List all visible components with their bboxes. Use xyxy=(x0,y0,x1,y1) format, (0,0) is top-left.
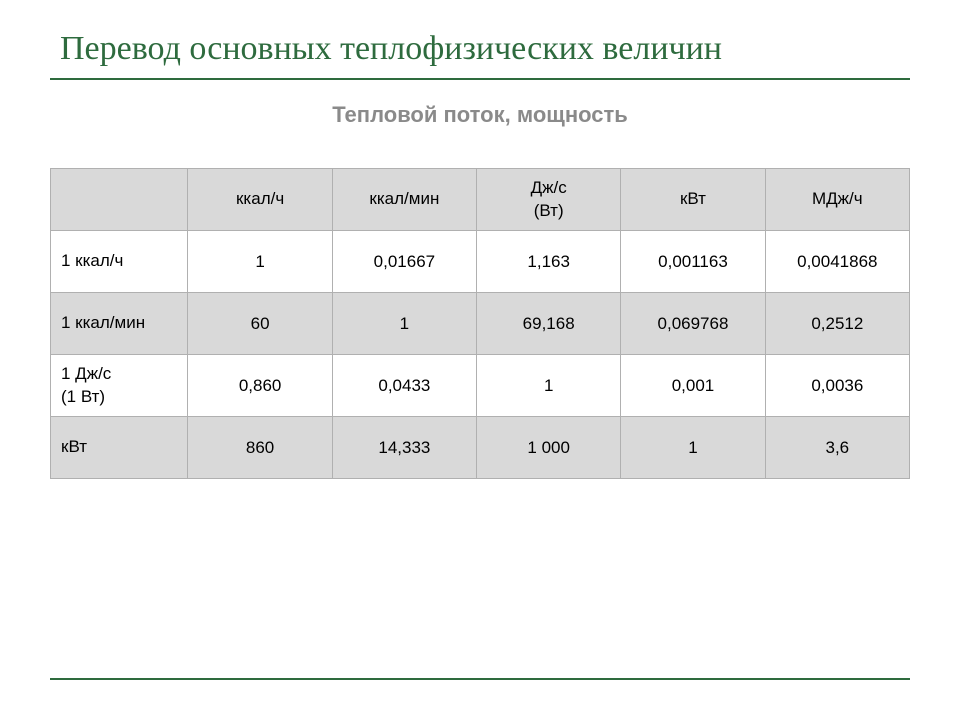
table-cell: 1 xyxy=(621,417,765,479)
title-underline xyxy=(50,78,910,80)
table-cell: 0,0433 xyxy=(332,355,476,417)
table-cell: 1,163 xyxy=(477,231,621,293)
table-cell: 0,01667 xyxy=(332,231,476,293)
table-header: МДж/ч xyxy=(765,169,909,231)
table-cell: 1 xyxy=(477,355,621,417)
table-cell: 1 000 xyxy=(477,417,621,479)
table-row: 1 ккал/мин 60 1 69,168 0,069768 0,2512 xyxy=(51,293,910,355)
table-header-empty xyxy=(51,169,188,231)
table-header: кВт xyxy=(621,169,765,231)
table-cell: 0,001 xyxy=(621,355,765,417)
table-cell: 14,333 xyxy=(332,417,476,479)
page-title: Перевод основных теплофизических величин xyxy=(60,30,910,68)
table-cell: 0,0036 xyxy=(765,355,909,417)
row-label: 1 ккал/мин xyxy=(51,293,188,355)
table-cell: 860 xyxy=(188,417,332,479)
table-header: Дж/с(Вт) xyxy=(477,169,621,231)
table-cell: 1 xyxy=(332,293,476,355)
table-cell: 0,069768 xyxy=(621,293,765,355)
row-label: 1 ккал/ч xyxy=(51,231,188,293)
row-label: 1 Дж/с(1 Вт) xyxy=(51,355,188,417)
table-row: 1 Дж/с(1 Вт) 0,860 0,0433 1 0,001 0,0036 xyxy=(51,355,910,417)
table-cell: 0,2512 xyxy=(765,293,909,355)
table-cell: 3,6 xyxy=(765,417,909,479)
row-label: кВт xyxy=(51,417,188,479)
table-cell: 0,860 xyxy=(188,355,332,417)
table-header: ккал/ч xyxy=(188,169,332,231)
table-cell: 69,168 xyxy=(477,293,621,355)
table-row: 1 ккал/ч 1 0,01667 1,163 0,001163 0,0041… xyxy=(51,231,910,293)
conversion-table: ккал/ч ккал/мин Дж/с(Вт) кВт МДж/ч 1 кка… xyxy=(50,168,910,479)
table-cell: 0,001163 xyxy=(621,231,765,293)
page-subtitle: Тепловой поток, мощность xyxy=(50,102,910,128)
table-cell: 60 xyxy=(188,293,332,355)
table-header: ккал/мин xyxy=(332,169,476,231)
table-cell: 0,0041868 xyxy=(765,231,909,293)
table-row: кВт 860 14,333 1 000 1 3,6 xyxy=(51,417,910,479)
table-header-row: ккал/ч ккал/мин Дж/с(Вт) кВт МДж/ч xyxy=(51,169,910,231)
footer-underline xyxy=(50,678,910,680)
table-cell: 1 xyxy=(188,231,332,293)
